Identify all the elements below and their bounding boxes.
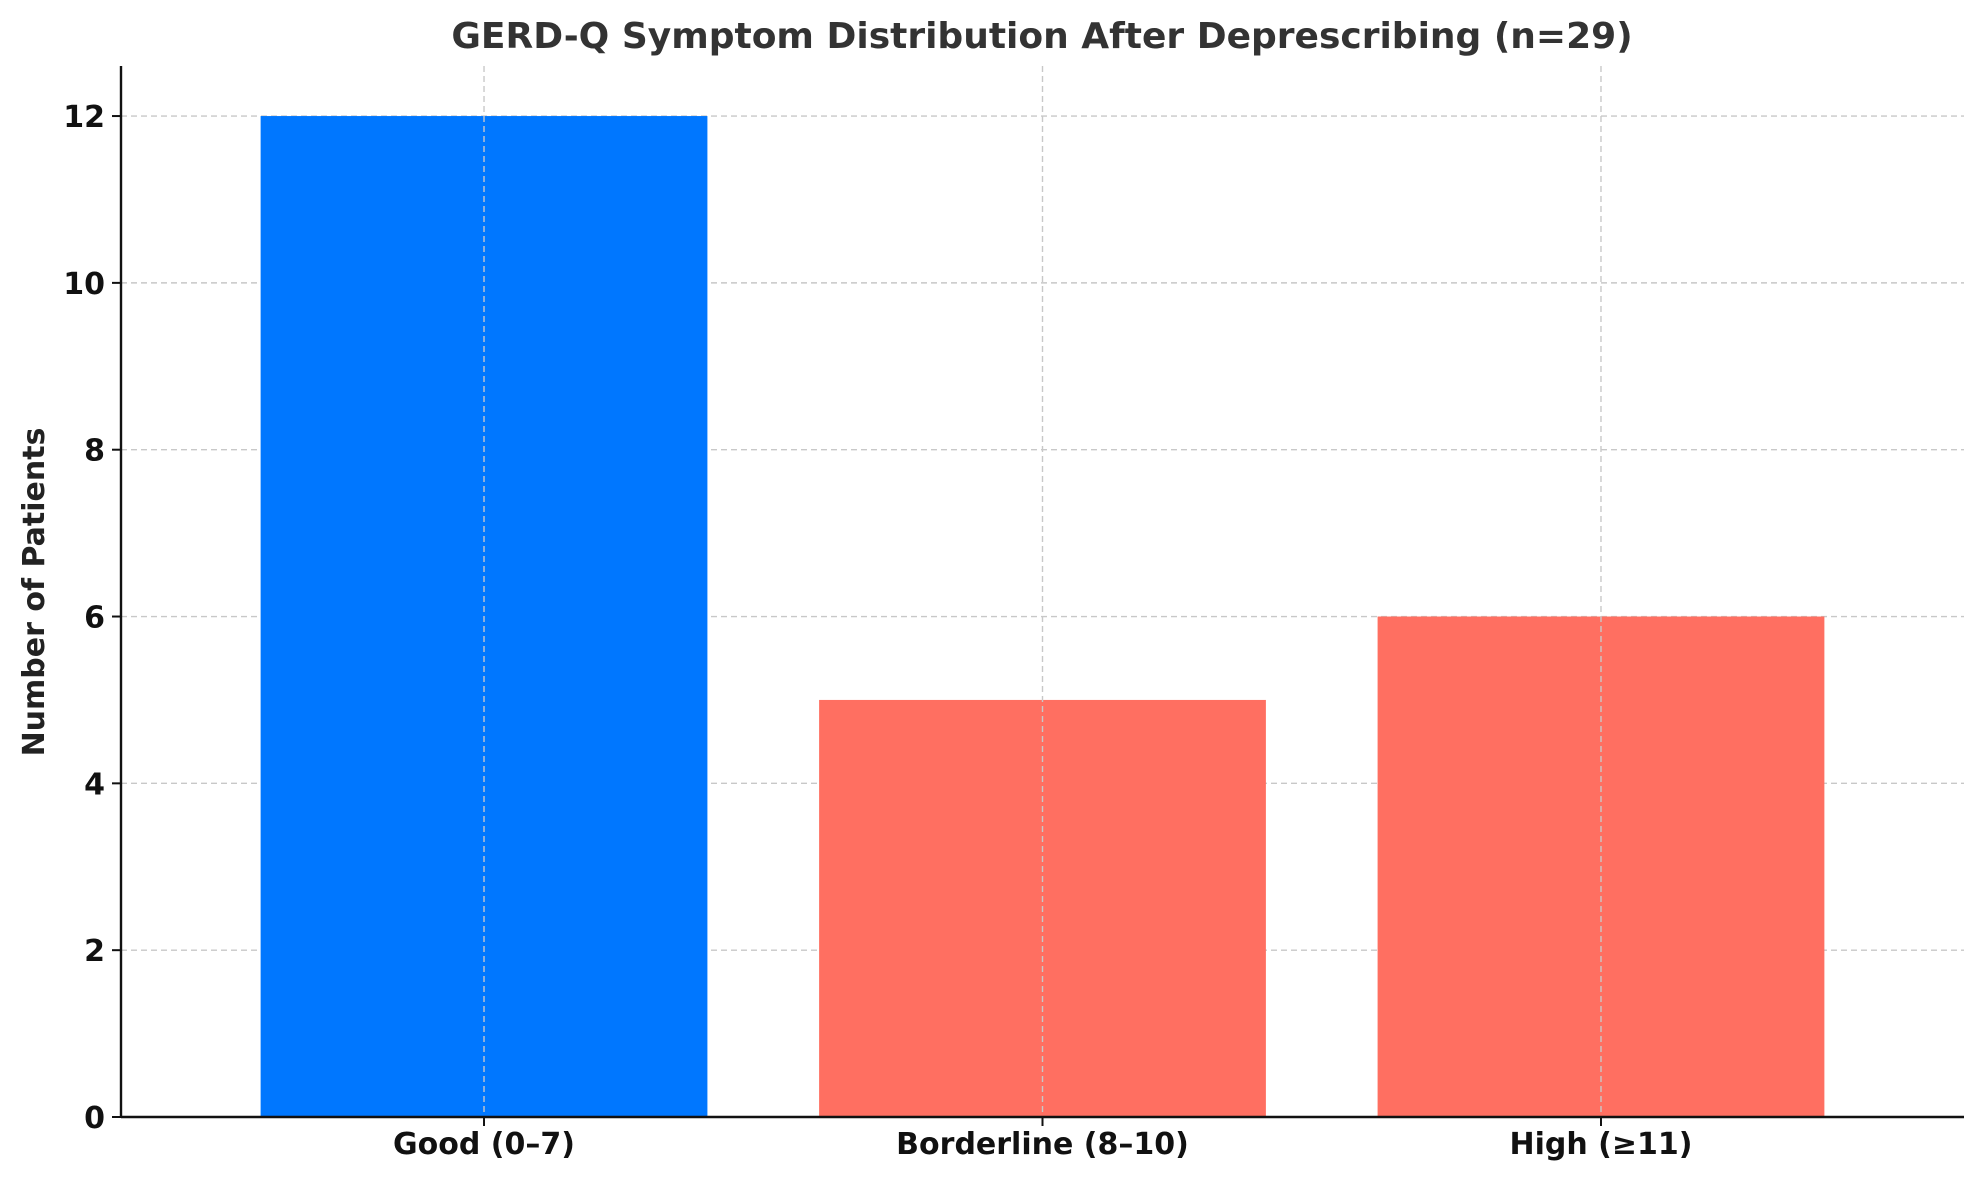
- vertical-grid-lines: [483, 66, 1602, 1117]
- x-tick-label: High (≥11): [1509, 1127, 1692, 1162]
- chart-title: GERD-Q Symptom Distribution After Depres…: [451, 16, 1632, 57]
- x-tick-label: Borderline (8–10): [896, 1127, 1189, 1162]
- y-tick-label: 12: [63, 100, 105, 135]
- y-tick-label: 4: [84, 767, 105, 802]
- y-tick-label: 6: [84, 601, 105, 636]
- x-tick-label: Good (0–7): [393, 1127, 575, 1162]
- y-tick-label: 2: [84, 934, 105, 969]
- y-tick-label: 10: [63, 267, 105, 302]
- y-tick-label: 0: [84, 1101, 105, 1136]
- tick-labels: 0 2 4 6 8 10 12 Good (0–7) Borderline (8–10) High…: [63, 100, 1692, 1162]
- y-axis-label: Number of Patients: [17, 428, 52, 757]
- y-tick-label: 8: [84, 434, 105, 469]
